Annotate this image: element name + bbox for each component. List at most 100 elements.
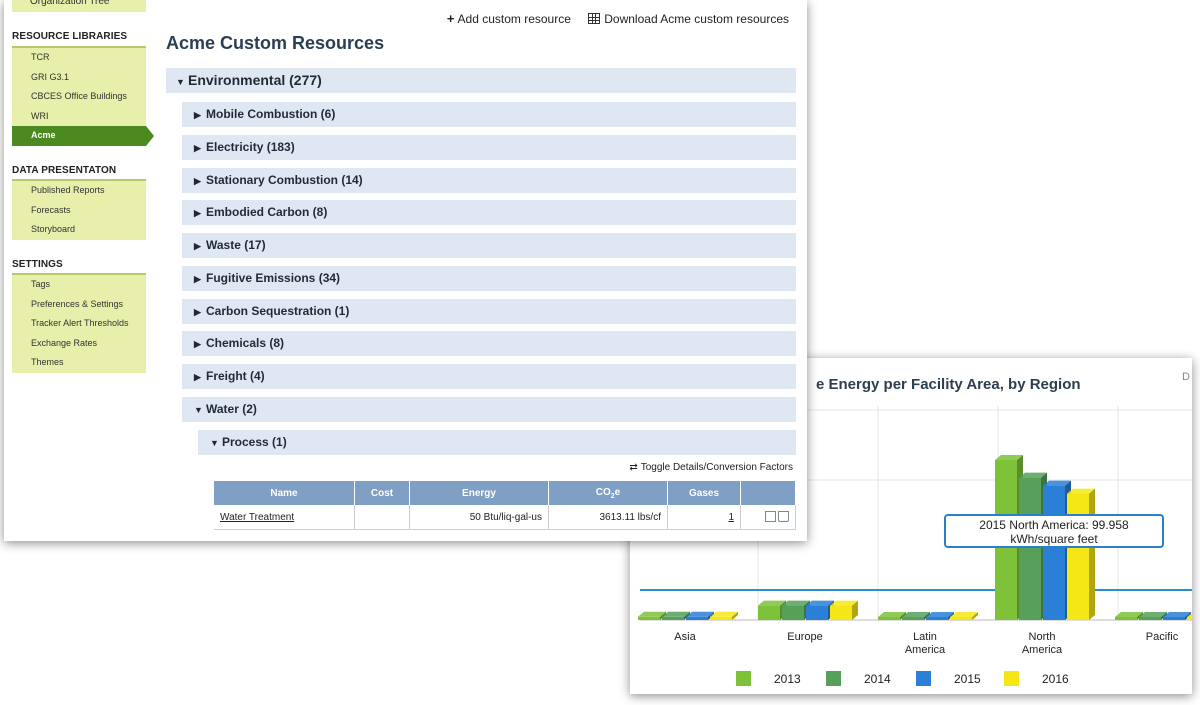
category-electricity[interactable]: ▶ Electricity (183) xyxy=(182,135,796,160)
bar-2013-asia[interactable] xyxy=(638,611,666,620)
col-header-cost[interactable]: Cost xyxy=(354,481,410,505)
legend-swatch xyxy=(826,671,841,686)
sidebar-item-forecasts[interactable]: Forecasts xyxy=(31,204,71,215)
category-stationary-combustion[interactable]: ▶ Stationary Combustion (14) xyxy=(182,168,796,193)
bar-2013-latin-america[interactable] xyxy=(878,612,906,620)
legend-label: 2014 xyxy=(864,672,891,686)
category-carbon-sequestration[interactable]: ▶ Carbon Sequestration (1) xyxy=(182,299,796,324)
legend-item-2015[interactable]: 2015 xyxy=(916,671,981,686)
col-header-name[interactable]: Name xyxy=(214,481,355,505)
tooltip-line-2: kWh/square feet xyxy=(1010,532,1098,546)
category-embodied-carbon[interactable]: ▶ Embodied Carbon (8) xyxy=(182,200,796,225)
col-header-actions xyxy=(740,481,796,505)
caret-right-icon: ▶ xyxy=(194,307,201,317)
caret-right-icon: ▶ xyxy=(194,110,201,120)
bar-2014-europe[interactable] xyxy=(782,600,810,620)
category-water[interactable]: ▼ Water (2) xyxy=(182,397,796,422)
legend-swatch xyxy=(916,671,931,686)
bar-2014-latin-america[interactable] xyxy=(902,612,930,620)
sidebar-item-gri[interactable]: GRI G3.1 xyxy=(31,71,70,82)
caret-right-icon: ▶ xyxy=(194,208,201,218)
bar-2014-pacific[interactable] xyxy=(1139,612,1167,620)
col-header-energy[interactable]: Energy xyxy=(409,481,549,505)
sidebar-item-tags[interactable]: Tags xyxy=(31,279,51,289)
main-window: Organization Tree RESOURCE LIBRARIES TCR… xyxy=(4,0,807,541)
category-fugitive-emissions[interactable]: ▶ Fugitive Emissions (34) xyxy=(182,266,796,291)
swap-arrows-icon: ⇄ xyxy=(629,462,638,473)
sidebar-group-settings: Tags Preferences & Settings Tracker Aler… xyxy=(12,273,146,373)
toggle-details-link[interactable]: ⇄ Toggle Details/Conversion Factors xyxy=(629,462,793,473)
sidebar-item-published-reports[interactable]: Published Reports xyxy=(31,185,105,195)
bar-2014-asia[interactable] xyxy=(662,611,690,620)
cell-cost xyxy=(354,505,410,530)
sidebar-item-tracker-alerts[interactable]: Tracker Alert Thresholds xyxy=(31,318,129,328)
bar-2015-pacific[interactable] xyxy=(1163,612,1191,620)
bar-2015-asia[interactable] xyxy=(686,611,714,620)
bar-2016-asia[interactable] xyxy=(710,611,738,620)
header-links: + Add custom resource Download Acme custo… xyxy=(433,11,789,26)
bar-2013-pacific[interactable] xyxy=(1115,612,1143,620)
chart-legend: 2013 2014 2015 2016 xyxy=(736,671,1069,686)
x-tick-label: North America xyxy=(1022,631,1063,656)
sidebar: Organization Tree RESOURCE LIBRARIES TCR… xyxy=(12,0,154,541)
section-heading-data-presentation: DATA PRESENTATON xyxy=(12,165,117,176)
category-label: Stationary Combustion (14) xyxy=(206,173,363,187)
legend-item-2016[interactable]: 2016 xyxy=(1004,671,1069,686)
caret-right-icon: ▶ xyxy=(194,176,201,186)
category-label: Fugitive Emissions (34) xyxy=(206,271,341,285)
corner-link[interactable]: D xyxy=(1182,371,1190,383)
chart-title: e Energy per Facility Area, by Region xyxy=(816,376,1081,393)
category-waste[interactable]: ▶ Waste (17) xyxy=(182,233,796,258)
category-chemicals[interactable]: ▶ Chemicals (8) xyxy=(182,331,796,356)
caret-right-icon: ▶ xyxy=(194,339,201,349)
edit-icon[interactable] xyxy=(765,510,776,522)
sidebar-group-resource-libraries: TCR GRI G3.1 CBCES Office Buildings WRI … xyxy=(12,46,154,146)
category-environmental[interactable]: ▼ Environmental (277) xyxy=(166,68,796,93)
plus-icon: + xyxy=(446,11,455,26)
sidebar-item-storyboard[interactable]: Storyboard xyxy=(31,224,76,234)
sidebar-item-organization-tree[interactable]: Organization Tree xyxy=(12,0,146,12)
delete-icon[interactable] xyxy=(778,510,789,522)
download-resources-link[interactable]: Download Acme custom resources xyxy=(588,12,789,26)
legend-item-2013[interactable]: 2013 xyxy=(736,671,801,686)
bar-2013-europe[interactable] xyxy=(758,600,786,620)
col-header-co2e[interactable]: CO2e xyxy=(548,481,668,505)
category-process[interactable]: ▼ Process (1) xyxy=(198,430,796,455)
caret-down-icon: ▼ xyxy=(210,438,219,448)
bar-2016-north-america[interactable] xyxy=(1067,488,1095,620)
co2-label: CO xyxy=(595,486,611,498)
category-label: Mobile Combustion (6) xyxy=(206,107,336,121)
caret-right-icon: ▶ xyxy=(194,372,201,382)
bar-2015-latin-america[interactable] xyxy=(926,612,954,620)
add-custom-resource-label: Add custom resource xyxy=(457,12,571,26)
sidebar-item-tcr[interactable]: TCR xyxy=(31,52,50,62)
section-heading-settings: SETTINGS xyxy=(12,259,63,270)
category-label: Environmental (277) xyxy=(188,72,322,88)
chart-window: e Energy per Facility Area, by Region D … xyxy=(630,358,1192,694)
sidebar-item-acme[interactable]: Acme xyxy=(12,126,154,146)
legend-label: 2016 xyxy=(1042,672,1069,686)
sidebar-group-data-presentation: Published Reports Forecasts Storyboard xyxy=(12,179,146,240)
col-header-gases[interactable]: Gases xyxy=(667,481,741,505)
cell-co2e: 3613.11 lbs/cf xyxy=(548,505,668,530)
sidebar-item-themes[interactable]: Themes xyxy=(31,357,64,367)
download-resources-label: Download Acme custom resources xyxy=(604,12,789,26)
add-custom-resource-link[interactable]: + Add custom resource xyxy=(446,11,571,26)
cell-energy: 50 Btu/liq-gal-us xyxy=(409,505,549,530)
bar-2015-north-america[interactable] xyxy=(1043,480,1071,620)
category-mobile-combustion[interactable]: ▶ Mobile Combustion (6) xyxy=(182,102,796,127)
legend-item-2014[interactable]: 2014 xyxy=(826,671,891,686)
cell-name-link[interactable]: Water Treatment xyxy=(214,505,355,530)
bar-2016-europe[interactable] xyxy=(830,600,858,620)
category-freight[interactable]: ▶ Freight (4) xyxy=(182,364,796,389)
sidebar-item-exchange-rates[interactable]: Exchange Rates xyxy=(31,337,98,348)
sidebar-item-preferences[interactable]: Preferences & Settings xyxy=(31,298,124,309)
bar-2015-europe[interactable] xyxy=(806,600,834,620)
bar-2016-latin-america[interactable] xyxy=(950,612,978,620)
sidebar-item-cbces[interactable]: CBCES Office Buildings xyxy=(31,91,127,101)
category-label: Waste (17) xyxy=(206,238,266,252)
legend-label: 2015 xyxy=(954,672,981,686)
sidebar-item-wri[interactable]: WRI xyxy=(31,110,49,121)
resources-table: Name Cost Energy CO2e Gases Water Treatm… xyxy=(214,481,796,530)
cell-gases-link[interactable]: 1 xyxy=(667,505,741,530)
